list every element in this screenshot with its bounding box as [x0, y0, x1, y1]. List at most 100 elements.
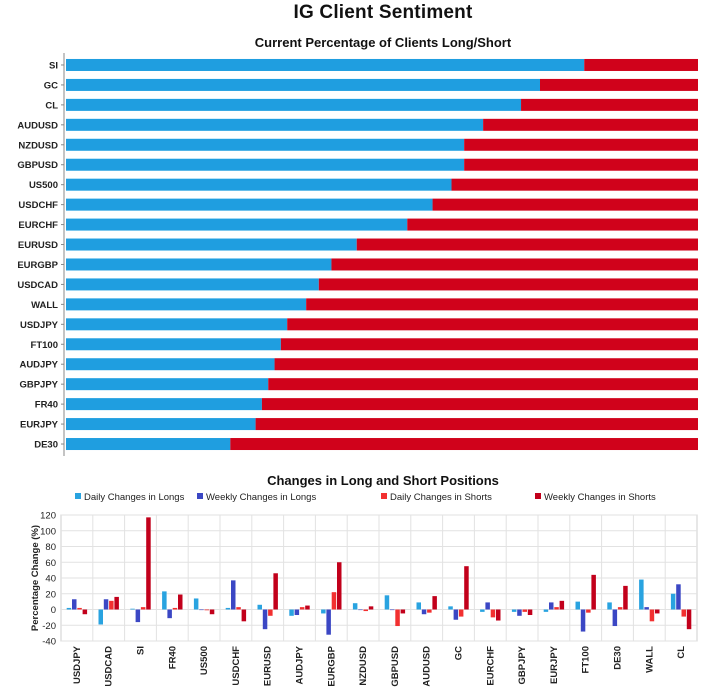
x-category-label: FT100: [581, 646, 592, 673]
change-bar-gbpjpy-s3: [527, 609, 533, 616]
sentiment-bar-long-eurusd: [66, 238, 357, 251]
sentiment-category-label: USDCAD: [17, 280, 58, 291]
change-bar-gbpjpy-s1: [517, 609, 522, 616]
change-bar-wall-s0: [639, 579, 644, 610]
x-category-label: GBPUSD: [390, 646, 401, 687]
x-category-label: EURCHF: [485, 646, 496, 686]
change-bar-de30-s2: [617, 607, 623, 610]
change-bar-si-s0: [130, 608, 135, 610]
sentiment-bar-short-wall: [306, 298, 698, 311]
x-category-label: DE30: [613, 646, 624, 670]
change-bar-usdjpy-s2: [77, 607, 82, 610]
sentiment-category-label: WALL: [31, 300, 58, 311]
sentiment-bar-short-de30: [230, 438, 698, 451]
sentiment-category-label: SI: [49, 60, 58, 71]
sentiment-bar-long-fr40: [66, 398, 262, 411]
main-title: IG Client Sentiment: [293, 2, 473, 23]
change-bar-eurusd-s2: [268, 609, 273, 616]
change-bar-eurjpy-s3: [559, 600, 565, 610]
y-tick-label: 0: [51, 605, 56, 616]
sentiment-bar-long-usdchf: [66, 198, 433, 211]
change-bar-audjpy-s0: [289, 609, 294, 616]
y-tick-label: -40: [42, 637, 56, 648]
change-bar-cl-s2: [681, 609, 686, 617]
change-bar-cl-s3: [686, 609, 692, 630]
sentiment-category-label: USDCHF: [18, 200, 58, 211]
sentiment-bar-long-eurjpy: [66, 418, 256, 431]
change-bar-de30-s3: [623, 585, 628, 610]
x-category-label: WALL: [644, 646, 655, 673]
sentiment-category-label: FT100: [31, 340, 58, 351]
change-bar-ft100-s0: [575, 601, 580, 610]
change-bar-us500-s1: [199, 609, 204, 611]
change-bar-eurchf-s2: [490, 609, 496, 618]
sentiment-category-label: GBPUSD: [17, 160, 58, 171]
change-bar-gc-s1: [453, 609, 459, 620]
x-category-label: FR40: [167, 646, 178, 669]
x-category-label: AUDJPY: [295, 645, 306, 684]
legend-label: Daily Changes in Shorts: [390, 492, 492, 503]
change-bar-gc-s2: [458, 609, 464, 617]
sentiment-bar-short-gbpjpy: [268, 378, 698, 391]
change-bar-audusd-s1: [421, 609, 427, 615]
change-bar-fr40-s1: [167, 609, 172, 619]
change-bar-us500-s0: [193, 598, 199, 610]
y-tick-label: 20: [45, 589, 56, 600]
change-bar-audusd-s2: [427, 609, 432, 613]
change-bar-gc-s3: [464, 566, 469, 610]
sentiment-bar-long-eurchf: [66, 218, 408, 231]
x-category-label: EURGBP: [326, 645, 337, 686]
change-bar-eurusd-s1: [262, 609, 268, 630]
sentiment-chart-title: Current Percentage of Clients Long/Short: [255, 35, 512, 50]
change-bar-ft100-s2: [586, 609, 591, 613]
sentiment-bar-short-eurjpy: [255, 418, 698, 431]
sentiment-bar-short-nzdusd: [464, 138, 698, 151]
x-category-label: USDCAD: [104, 646, 115, 687]
change-bar-usdchf-s2: [236, 607, 241, 610]
change-bar-audusd-s0: [416, 602, 421, 610]
change-bar-eurgbp-s1: [326, 609, 331, 635]
sentiment-category-label: NZDUSD: [18, 140, 58, 151]
sentiment-bar-long-gc: [66, 78, 540, 91]
change-bar-usdchf-s0: [225, 607, 231, 610]
change-bar-nzdusd-s0: [352, 603, 358, 610]
change-bar-audjpy-s2: [299, 607, 305, 610]
y-tick-label: 80: [45, 542, 56, 553]
sentiment-bar-long-ft100: [66, 338, 281, 351]
y-tick-label: 40: [45, 574, 56, 585]
legend-swatch: [535, 493, 541, 499]
change-bar-usdjpy-s0: [66, 607, 72, 610]
y-axis-label: Percentage Change (%): [30, 525, 41, 631]
sentiment-bar-short-eurchf: [407, 218, 698, 231]
change-bar-usdcad-s2: [109, 600, 114, 610]
sentiment-bar-short-fr40: [261, 398, 698, 411]
y-tick-label: 100: [40, 526, 56, 537]
sentiment-bar-long-nzdusd: [66, 138, 465, 151]
change-bar-gbpjpy-s2: [522, 609, 527, 612]
change-bar-si-s3: [146, 517, 151, 610]
change-bar-nzdusd-s2: [363, 609, 368, 612]
change-bar-nzdusd-s3: [368, 606, 374, 610]
change-bar-audjpy-s1: [294, 609, 300, 616]
sentiment-bar-short-usdcad: [318, 278, 698, 291]
change-bar-ft100-s3: [591, 574, 596, 610]
change-bar-fr40-s0: [162, 591, 167, 610]
change-bar-si-s1: [135, 609, 141, 623]
sentiment-category-label: EURUSD: [18, 240, 58, 251]
change-bar-us500-s3: [209, 609, 215, 615]
sentiment-bar-long-wall: [66, 298, 307, 311]
change-bar-usdjpy-s3: [82, 609, 88, 615]
change-bar-eurgbp-s0: [321, 609, 326, 614]
change-bar-gbpusd-s3: [400, 609, 406, 614]
sentiment-bar-short-usdchf: [432, 198, 698, 211]
x-category-label: NZDUSD: [358, 646, 369, 686]
change-bar-eurjpy-s2: [554, 607, 559, 610]
y-tick-label: -20: [42, 621, 56, 632]
sentiment-bar-long-us500: [66, 178, 452, 191]
y-tick-label: 120: [40, 511, 56, 522]
sentiment-category-label: USDJPY: [20, 320, 59, 331]
change-bar-cl-s1: [676, 584, 681, 610]
sentiment-bar-short-usdjpy: [287, 318, 698, 331]
x-category-label: GBPJPY: [517, 645, 528, 684]
